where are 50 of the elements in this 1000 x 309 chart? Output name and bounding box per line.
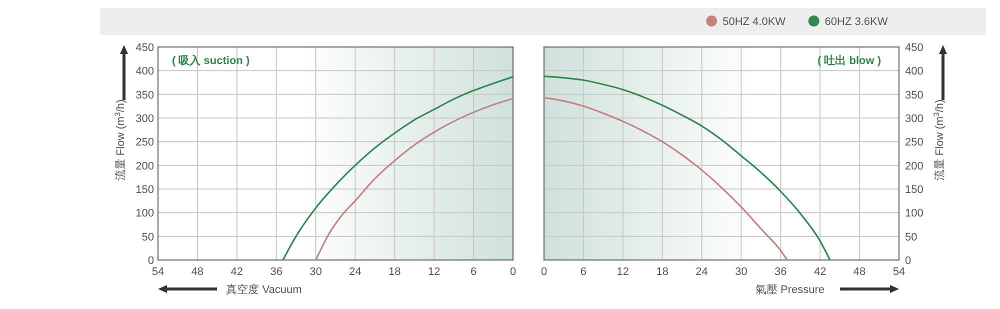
x-tick-label: 48 — [191, 266, 204, 278]
x-tick-label: 30 — [310, 266, 322, 278]
annotation: ( 吸入 suction ) — [172, 54, 250, 67]
x-tick-label: 36 — [774, 266, 787, 278]
x-tick-label: 54 — [892, 266, 906, 278]
x-tick-label: 30 — [735, 266, 748, 278]
y2-tick-label: 50 — [905, 231, 918, 244]
x-tick-label: 42 — [230, 266, 244, 278]
x-tick-label: 12 — [428, 266, 440, 278]
y2-tick-label: 350 — [905, 89, 924, 102]
line-series — [543, 76, 831, 261]
line-series — [282, 76, 514, 261]
y2-tick-label: 400 — [905, 66, 924, 78]
line-series — [543, 96, 788, 261]
y2-tick-label: 300 — [905, 113, 924, 125]
line-series — [314, 98, 514, 261]
annotation: ( 吐出 blow ) — [817, 54, 882, 67]
y2-tick-label: 200 — [905, 160, 924, 172]
x-axis-title: 真空度 Vacuum — [226, 283, 302, 296]
y-tick-label: 150 — [136, 184, 154, 196]
legend-label: 60HZ 3.6KW — [824, 16, 888, 28]
y2-tick-label: 100 — [905, 208, 924, 220]
x-tick-label: 48 — [853, 266, 866, 278]
x-tick-label: 42 — [814, 266, 826, 278]
x-tick-label: 36 — [270, 266, 282, 278]
y-tick-label: 400 — [136, 66, 154, 78]
y-tick-label: 450 — [136, 42, 154, 54]
x-tick-label: 6 — [580, 266, 587, 278]
y2-tick-label: 250 — [905, 136, 924, 149]
x-tick-label: 0 — [540, 266, 548, 278]
x-tick-label: 12 — [616, 266, 630, 278]
y-tick-label: 100 — [136, 208, 154, 220]
legend-label: 50HZ 4.0KW — [722, 16, 786, 28]
y-tick-label: 300 — [136, 113, 154, 125]
x-tick-label: 54 — [152, 266, 164, 278]
y2-tick-label: 150 — [905, 184, 924, 196]
x-tick-label: 18 — [388, 266, 401, 278]
y-tick-label: 200 — [136, 160, 154, 172]
y-tick-label: 0 — [148, 255, 154, 267]
y2-tick-label: 0 — [905, 255, 912, 267]
y-tick-label: 250 — [136, 136, 154, 149]
y-tick-label: 350 — [136, 89, 154, 102]
x-tick-label: 6 — [470, 266, 477, 278]
x-tick-label: 24 — [349, 266, 362, 278]
y2-tick-label: 450 — [905, 42, 924, 54]
x-tick-label: 24 — [696, 266, 708, 278]
x-axis-title: 氣壓 Pressure — [755, 284, 825, 296]
y-tick-label: 50 — [142, 231, 154, 244]
x-tick-label: 0 — [510, 266, 516, 278]
x-tick-label: 18 — [656, 266, 668, 278]
